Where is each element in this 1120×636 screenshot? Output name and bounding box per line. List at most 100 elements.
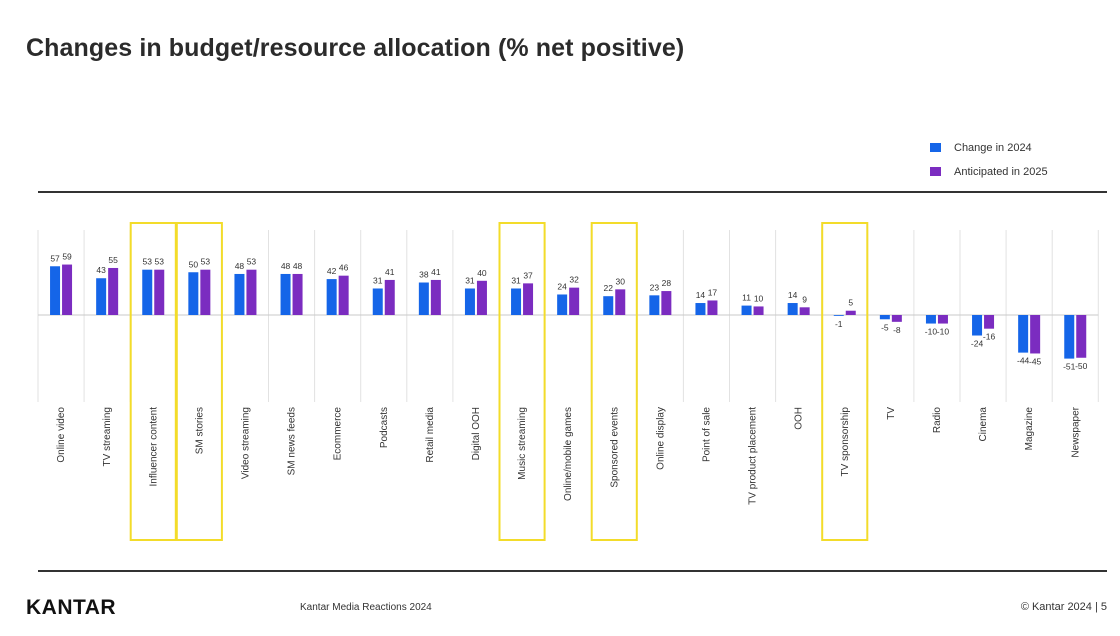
category-label-video-streaming: Video streaming: [240, 407, 251, 479]
footer-source: Kantar Media Reactions 2024: [300, 602, 432, 613]
bar-2025-magazine: [1030, 315, 1041, 354]
bar-2024-podcasts: [372, 288, 383, 315]
bar-2024-sponsored-events: [603, 296, 614, 315]
highlight-box-sm-stories: [175, 222, 223, 541]
bar-2025-influencer-content: [154, 269, 165, 315]
value-label-2025-podcasts: 41: [385, 267, 395, 277]
bar-2025-online-display: [661, 291, 672, 315]
value-label-2025-point-of-sale: 17: [708, 287, 718, 297]
category-label-cinema: Cinema: [978, 407, 989, 442]
value-label-2024-music-streaming: 31: [511, 275, 521, 285]
bar-2025-podcasts: [384, 279, 395, 315]
bar-2025-ooh: [799, 307, 810, 315]
bar-2024-sm-stories: [188, 272, 199, 315]
value-label-2024-tv-streaming: 43: [96, 265, 106, 275]
category-label-radio: Radio: [932, 407, 943, 434]
category-label-ecommerce: Ecommerce: [333, 407, 344, 461]
page-title: Changes in budget/resource allocation (%…: [26, 34, 685, 62]
bar-2025-sm-news-feeds: [292, 273, 303, 315]
legend-swatch-change-2024: [930, 143, 941, 152]
bar-2024-tv: [879, 315, 890, 320]
category-label-online-video: Online video: [56, 407, 67, 463]
legend-item-anticipated-2025: Anticipated in 2025: [930, 165, 1048, 178]
value-label-2024-sponsored-events: 22: [604, 283, 614, 293]
bar-2025-online-mobile-games: [569, 287, 580, 315]
value-label-2024-digital-ooh: 31: [465, 275, 475, 285]
bar-2025-tv-streaming: [108, 267, 119, 315]
bar-2025-point-of-sale: [707, 300, 718, 315]
bar-2025-online-video: [62, 264, 73, 315]
value-label-2025-newspaper: -50: [1075, 361, 1088, 371]
bar-2024-newspaper: [1064, 315, 1075, 359]
bar-2024-sm-news-feeds: [280, 273, 291, 315]
bar-2024-ooh: [787, 303, 798, 315]
bar-2024-cinema: [972, 315, 983, 336]
value-label-2024-ecommerce: 42: [327, 266, 337, 276]
bar-2025-ecommerce: [338, 275, 349, 315]
bar-2025-tv-sponsorship: [845, 310, 856, 315]
bar-2024-point-of-sale: [695, 303, 706, 315]
value-label-2024-ooh: 14: [788, 290, 798, 300]
category-label-online-display: Online display: [655, 407, 666, 470]
category-label-magazine: Magazine: [1024, 407, 1035, 451]
category-label-tv-product-placement: TV product placement: [748, 407, 759, 505]
bar-2024-tv-sponsorship: [833, 315, 844, 316]
highlight-box-influencer-content: [129, 222, 177, 541]
legend-swatch-anticipated-2025: [930, 167, 941, 176]
value-label-2025-online-video: 59: [62, 252, 72, 262]
bar-2025-music-streaming: [523, 283, 534, 315]
value-label-2024-tv-sponsorship: -1: [835, 319, 843, 329]
value-label-2025-online-mobile-games: 32: [569, 275, 579, 285]
category-label-online-mobile-games: Online/mobile games: [563, 407, 574, 501]
value-label-2024-point-of-sale: 14: [696, 290, 706, 300]
legend-label-anticipated-2025: Anticipated in 2025: [954, 165, 1048, 178]
bar-2024-online-display: [649, 295, 660, 315]
category-label-sm-stories: SM stories: [194, 407, 205, 454]
kantar-logo: KANTAR: [26, 596, 117, 619]
bar-2025-tv-product-placement: [753, 306, 764, 315]
bar-2024-ecommerce: [326, 279, 337, 315]
value-label-2025-radio: -10: [937, 327, 950, 337]
category-label-tv: TV: [886, 407, 897, 420]
category-label-tv-streaming: TV streaming: [102, 407, 113, 466]
bar-2025-retail-media: [430, 279, 441, 315]
value-label-2024-influencer-content: 53: [143, 257, 153, 267]
value-label-2024-podcasts: 31: [373, 275, 383, 285]
value-label-2024-cinema: -24: [971, 339, 984, 349]
category-label-newspaper: Newspaper: [1070, 406, 1081, 457]
bar-2024-music-streaming: [511, 288, 522, 315]
category-label-ooh: OOH: [794, 407, 805, 430]
category-label-podcasts: Podcasts: [379, 407, 390, 448]
value-label-2025-magazine: -45: [1029, 356, 1042, 366]
footer-copyright: © Kantar 2024 | 5: [1020, 601, 1107, 613]
bar-2024-digital-ooh: [464, 288, 475, 315]
bar-2024-influencer-content: [142, 269, 153, 315]
value-label-2025-video-streaming: 53: [247, 257, 257, 267]
bar-2025-tv: [891, 315, 902, 322]
value-label-2024-newspaper: -51: [1063, 362, 1076, 372]
bar-2024-radio: [925, 315, 936, 324]
category-label-sponsored-events: Sponsored events: [609, 407, 620, 488]
bar-2024-retail-media: [418, 282, 429, 315]
category-label-retail-media: Retail media: [425, 407, 436, 463]
category-label-tv-sponsorship: TV sponsorship: [840, 407, 851, 477]
value-label-2025-digital-ooh: 40: [477, 268, 487, 278]
highlight-box-tv-sponsorship: [821, 222, 869, 541]
bottom-divider: [38, 570, 1107, 572]
value-label-2025-tv-sponsorship: 5: [848, 298, 853, 308]
value-label-2025-tv-product-placement: 10: [754, 293, 764, 303]
value-label-2025-music-streaming: 37: [523, 270, 533, 280]
category-label-digital-ooh: Digital OOH: [471, 407, 482, 460]
category-label-influencer-content: Influencer content: [148, 407, 159, 487]
legend-label-change-2024: Change in 2024: [954, 141, 1032, 154]
highlight-box-sponsored-events: [590, 222, 638, 541]
legend-item-change-2024: Change in 2024: [930, 141, 1048, 154]
bar-2025-sm-stories: [200, 269, 211, 315]
value-label-2025-cinema: -16: [983, 332, 996, 342]
bar-2025-newspaper: [1076, 315, 1087, 358]
value-label-2025-tv: -8: [893, 325, 901, 335]
value-label-2025-ooh: 9: [802, 294, 807, 304]
bar-2024-tv-product-placement: [741, 305, 752, 315]
highlight-box-music-streaming: [498, 222, 546, 541]
